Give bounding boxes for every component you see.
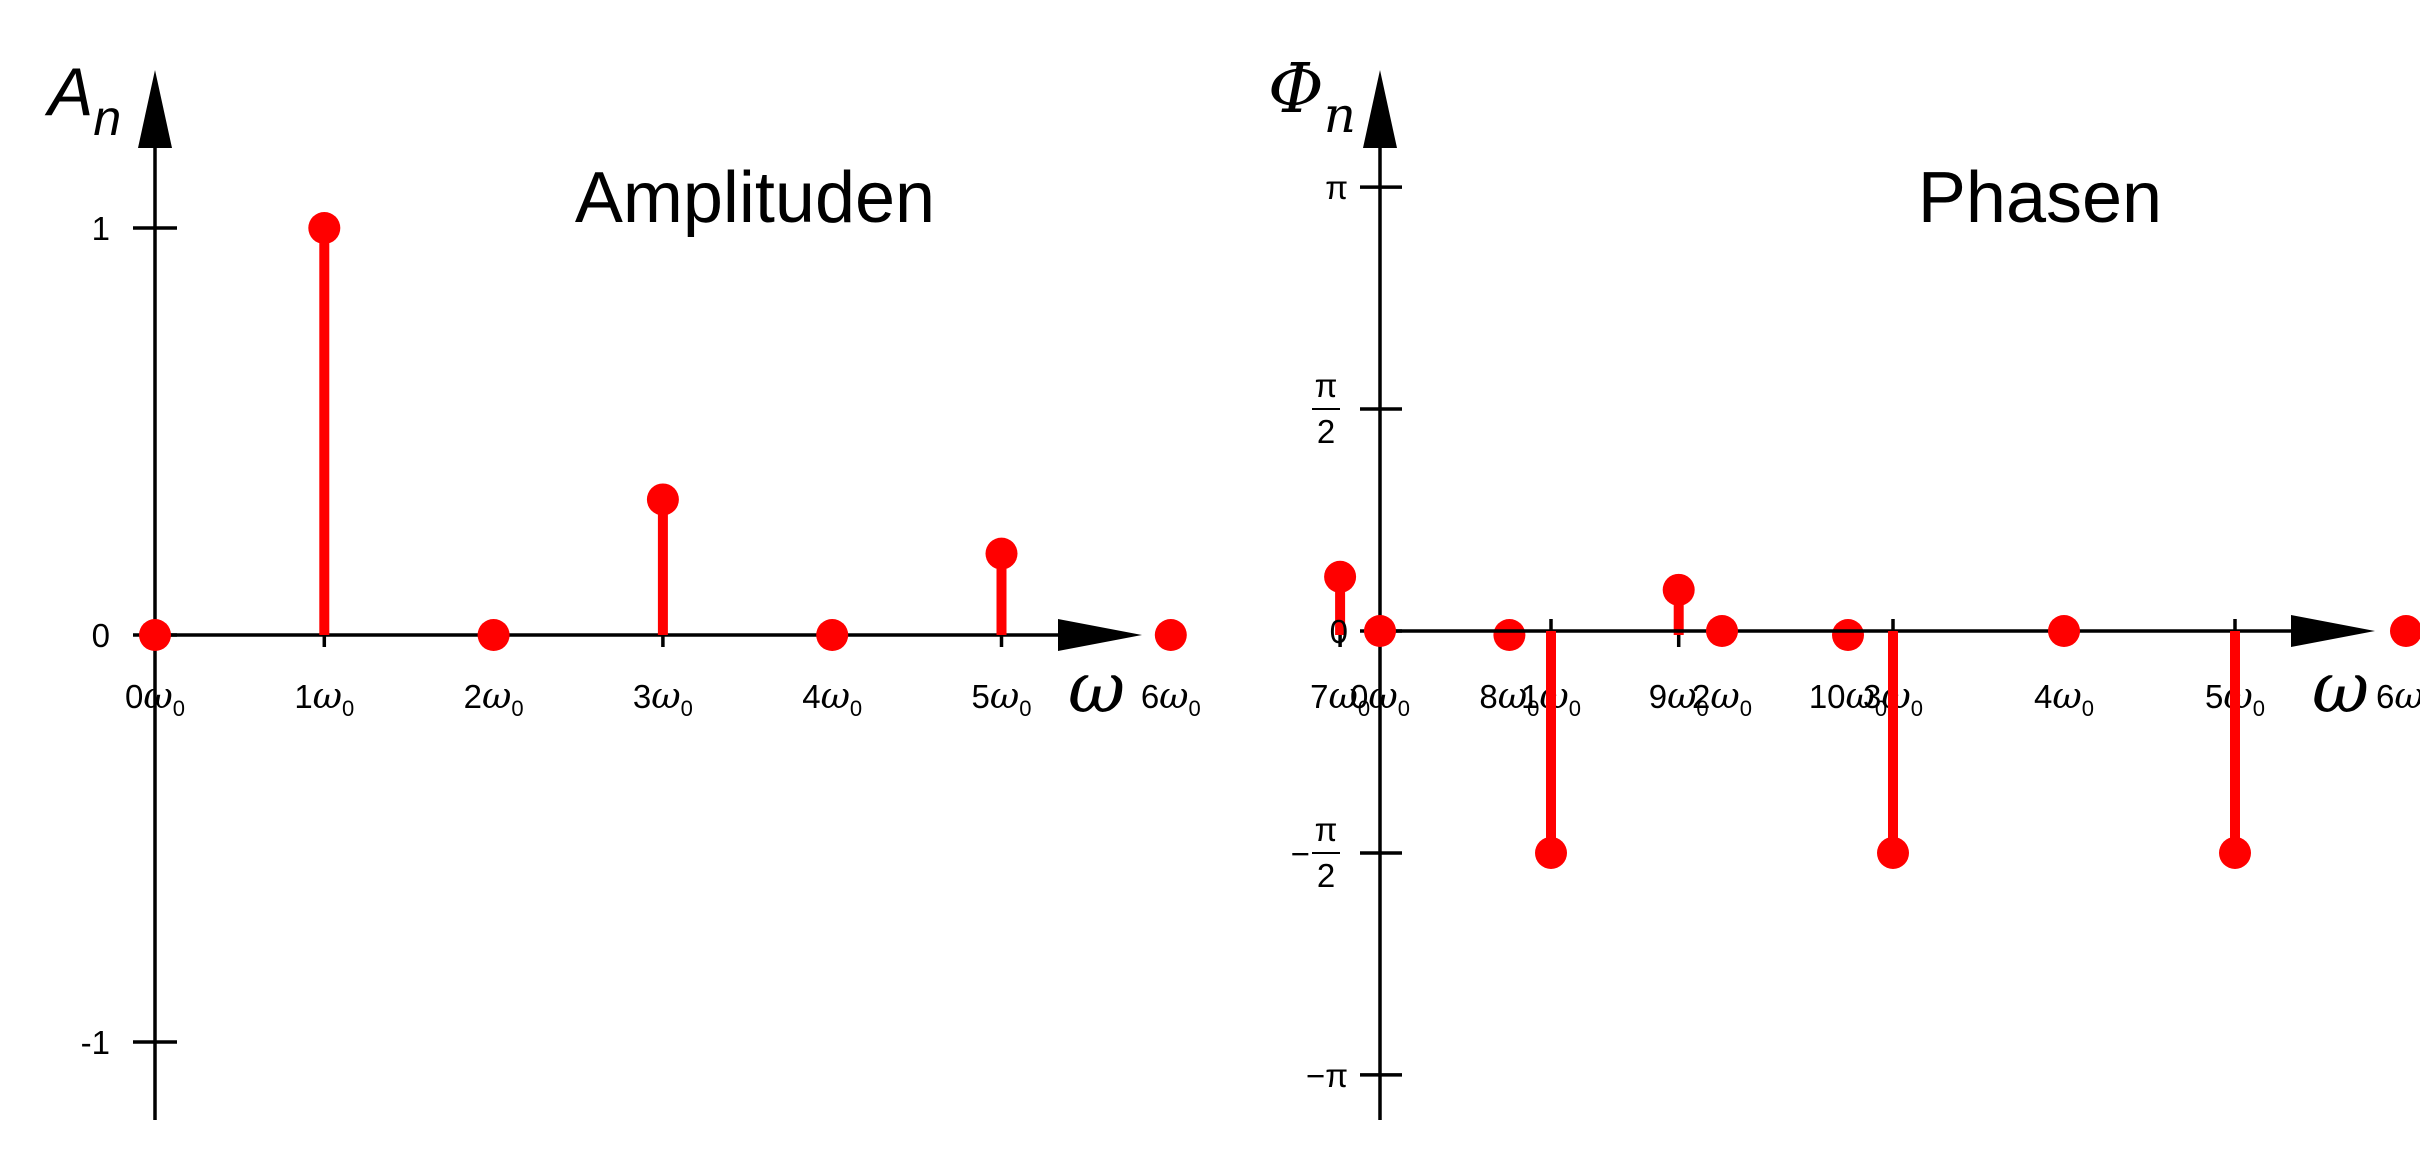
- stem-marker: [1535, 836, 1567, 869]
- x-tick-label: 2ω0: [1692, 676, 1752, 721]
- phase-x-axis-arrow: [2291, 615, 2375, 647]
- stem-marker: [1324, 560, 1357, 593]
- x-tick-label: 1ω0: [294, 676, 354, 721]
- amplitude-x-label: ω: [1068, 647, 1125, 729]
- phase-y-axis-arrow: [1363, 70, 1397, 148]
- x-tick-label: 4ω0: [802, 676, 862, 721]
- stem-marker: [646, 483, 679, 516]
- y-tick-denominator: 2: [1317, 413, 1335, 450]
- stem-marker: [985, 537, 1018, 570]
- x-tick-label: 3ω0: [633, 676, 693, 721]
- amplitude-x-ticks: 0ω0 1ω0 2ω0 3ω0 4ω0 5ω0 6ω0 7ω0 8ω0 9ω0 10ω0: [125, 623, 1887, 721]
- x-tick-label: 10ω0: [1809, 676, 1887, 721]
- y-tick-label: 0: [1330, 613, 1348, 650]
- x-tick-label: 0ω0: [125, 676, 185, 721]
- amplitude-title: Amplituden: [575, 158, 935, 238]
- stem-marker: [2219, 836, 2251, 869]
- amplitude-x-axis-arrow: [1058, 619, 1142, 651]
- x-tick-label: 6ω0: [2376, 676, 2420, 721]
- x-tick-label: 0ω0: [1350, 676, 1410, 721]
- x-tick-label: 9ω0: [1649, 676, 1709, 721]
- stem-marker: [1364, 615, 1396, 647]
- phase-stems: [1364, 615, 2420, 869]
- x-tick-label: 8ω0: [1479, 676, 1539, 721]
- amplitude-y-axis-arrow: [138, 70, 172, 148]
- amplitude-chart: Amplituden An ω 1 0 -1 0ω0 1ω0 2ω0 3ω0 4ω0 5ω0 6…: [44, 54, 1887, 1120]
- y-tick-label: -1: [81, 1024, 110, 1061]
- x-tick-label: 4ω0: [2034, 676, 2094, 721]
- y-tick-label: π2: [1312, 367, 1340, 450]
- y-tick-label: −π 2: [1291, 811, 1340, 894]
- y-tick-denominator: 2: [1317, 857, 1335, 894]
- y-tick-label: π: [1325, 169, 1348, 206]
- stem-marker: [308, 212, 341, 244]
- y-tick-label: −π: [1306, 1057, 1348, 1094]
- stem-marker: [1706, 615, 1738, 647]
- stem-marker: [139, 619, 171, 651]
- y-tick-label: 1: [92, 210, 110, 247]
- x-tick-label: 5ω0: [972, 676, 1032, 721]
- stem-marker: [2390, 615, 2420, 647]
- phase-y-label: Φn: [1268, 50, 1356, 144]
- y-tick-label: 0: [92, 617, 110, 654]
- amplitude-y-ticks: 1 0 -1: [81, 210, 177, 1061]
- phase-title: Phasen: [1918, 158, 2162, 238]
- stem-marker: [477, 619, 510, 651]
- x-tick-label: 2ω0: [464, 676, 524, 721]
- y-tick-numerator: π: [1315, 811, 1338, 848]
- x-tick-label: 6ω0: [1141, 676, 1201, 721]
- stem-marker: [1877, 836, 1909, 869]
- stem-marker: [1832, 619, 1864, 651]
- stem-marker: [1662, 573, 1695, 606]
- amplitude-y-label: An: [44, 54, 121, 146]
- stem-marker: [816, 619, 849, 651]
- y-tick-numerator: π: [1315, 367, 1338, 404]
- x-tick-label: 7ω0: [1310, 676, 1370, 721]
- stem-marker: [2048, 615, 2080, 647]
- amplitude-stems: [139, 212, 1864, 651]
- stem-marker: [1154, 619, 1187, 651]
- stem-marker: [1493, 619, 1526, 651]
- y-tick-sign: −: [1291, 835, 1310, 872]
- phase-x-label: ω: [2312, 647, 2369, 729]
